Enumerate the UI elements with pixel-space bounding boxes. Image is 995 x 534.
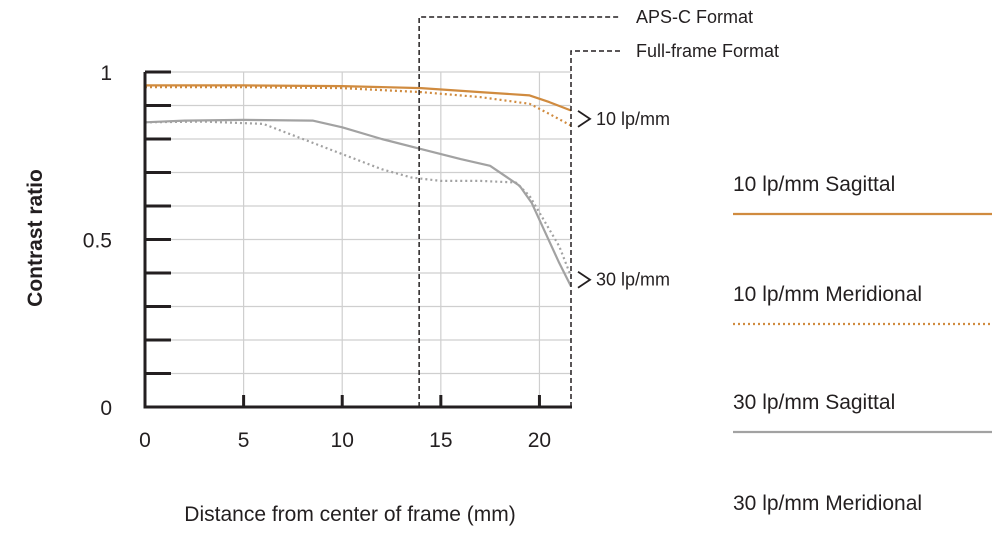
annotation-label: 30 lp/mm: [596, 270, 670, 290]
series-30-lp-mm-sagittal: [144, 118, 572, 287]
series-10-lp-mm-sagittal: [145, 84, 572, 112]
x-tick-label: 20: [528, 429, 551, 452]
y-axis-label: Contrast ratio: [24, 169, 47, 307]
y-tick-label: 1: [100, 62, 112, 85]
legend-label: 30 lp/mm Meridional: [733, 492, 922, 515]
y-tick-label: 0: [100, 397, 112, 420]
series-10-lp-mm-meridional: [145, 86, 572, 127]
tick-labels: 0 5 10 15 20 0 0.5 1: [83, 62, 551, 452]
annotation-chevron: [577, 110, 592, 128]
annotation-label: 10 lp/mm: [596, 109, 670, 129]
legend-label: 10 lp/mm Meridional: [733, 283, 922, 306]
axes: [143, 70, 572, 409]
legend-label: 10 lp/mm Sagittal: [733, 173, 895, 196]
legend: 10 lp/mm Sagittal 10 lp/mm Meridional 30 l…: [733, 173, 992, 515]
marker-label-aps-c: APS-C Format: [636, 7, 753, 27]
grid: [145, 71, 571, 407]
format-markers: APS-C Format Full-frame Format: [418, 7, 779, 407]
x-tick-label: 10: [331, 429, 354, 452]
annotations: 10 lp/mm 30 lp/mm: [577, 109, 670, 290]
series-30-lp-mm-meridional: [144, 120, 573, 277]
x-tick-label: 5: [238, 429, 250, 452]
x-axis-label: Distance from center of frame (mm): [184, 503, 515, 526]
marker-line-aps-c: [418, 16, 620, 407]
x-tick-label: 15: [429, 429, 452, 452]
series-layer: [144, 84, 573, 287]
y-tick-label: 0.5: [83, 230, 112, 253]
annotation-chevron: [577, 270, 592, 289]
x-tick-label: 0: [139, 429, 151, 452]
legend-label: 30 lp/mm Sagittal: [733, 391, 895, 414]
marker-label-full-frame: Full-frame Format: [636, 41, 779, 61]
marker-line-full-frame: [570, 50, 620, 407]
